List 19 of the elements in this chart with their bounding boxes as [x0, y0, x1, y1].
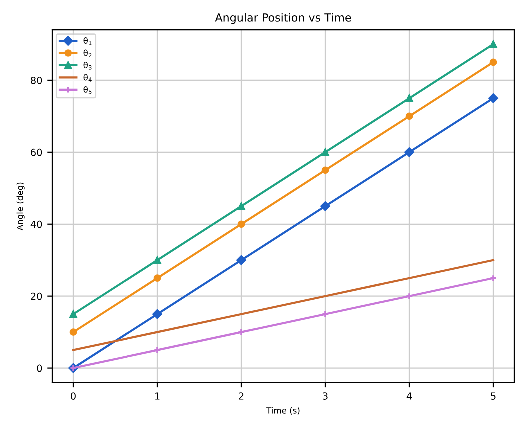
- x-tick-label: 2: [239, 392, 244, 400]
- legend-label: θ$_{1}$: [84, 38, 92, 46]
- legend-label: θ$_{2}$: [84, 50, 92, 58]
- y-tick-label: 0: [37, 364, 42, 372]
- x-tick-label: 5: [491, 392, 496, 400]
- legend-label: θ$_{3}$: [84, 62, 92, 70]
- y-tick-label: 20: [31, 292, 42, 300]
- y-axis-title: Angle (deg): [16, 182, 25, 231]
- y-tick-label: 80: [31, 76, 42, 84]
- y-tick-label: 60: [31, 148, 42, 156]
- legend-label: θ$_{4}$: [84, 74, 92, 82]
- y-tick-label: 40: [30, 220, 42, 228]
- x-tick-label: 0: [71, 392, 76, 400]
- x-axis-title: Time (s): [266, 407, 300, 415]
- legend-label: θ$_{5}$: [84, 86, 92, 94]
- x-tick-label: 4: [406, 392, 412, 400]
- x-tick-label: 1: [155, 392, 160, 400]
- x-tick-label: 3: [323, 392, 328, 400]
- chart-title: Angular Position vs Time: [215, 13, 352, 24]
